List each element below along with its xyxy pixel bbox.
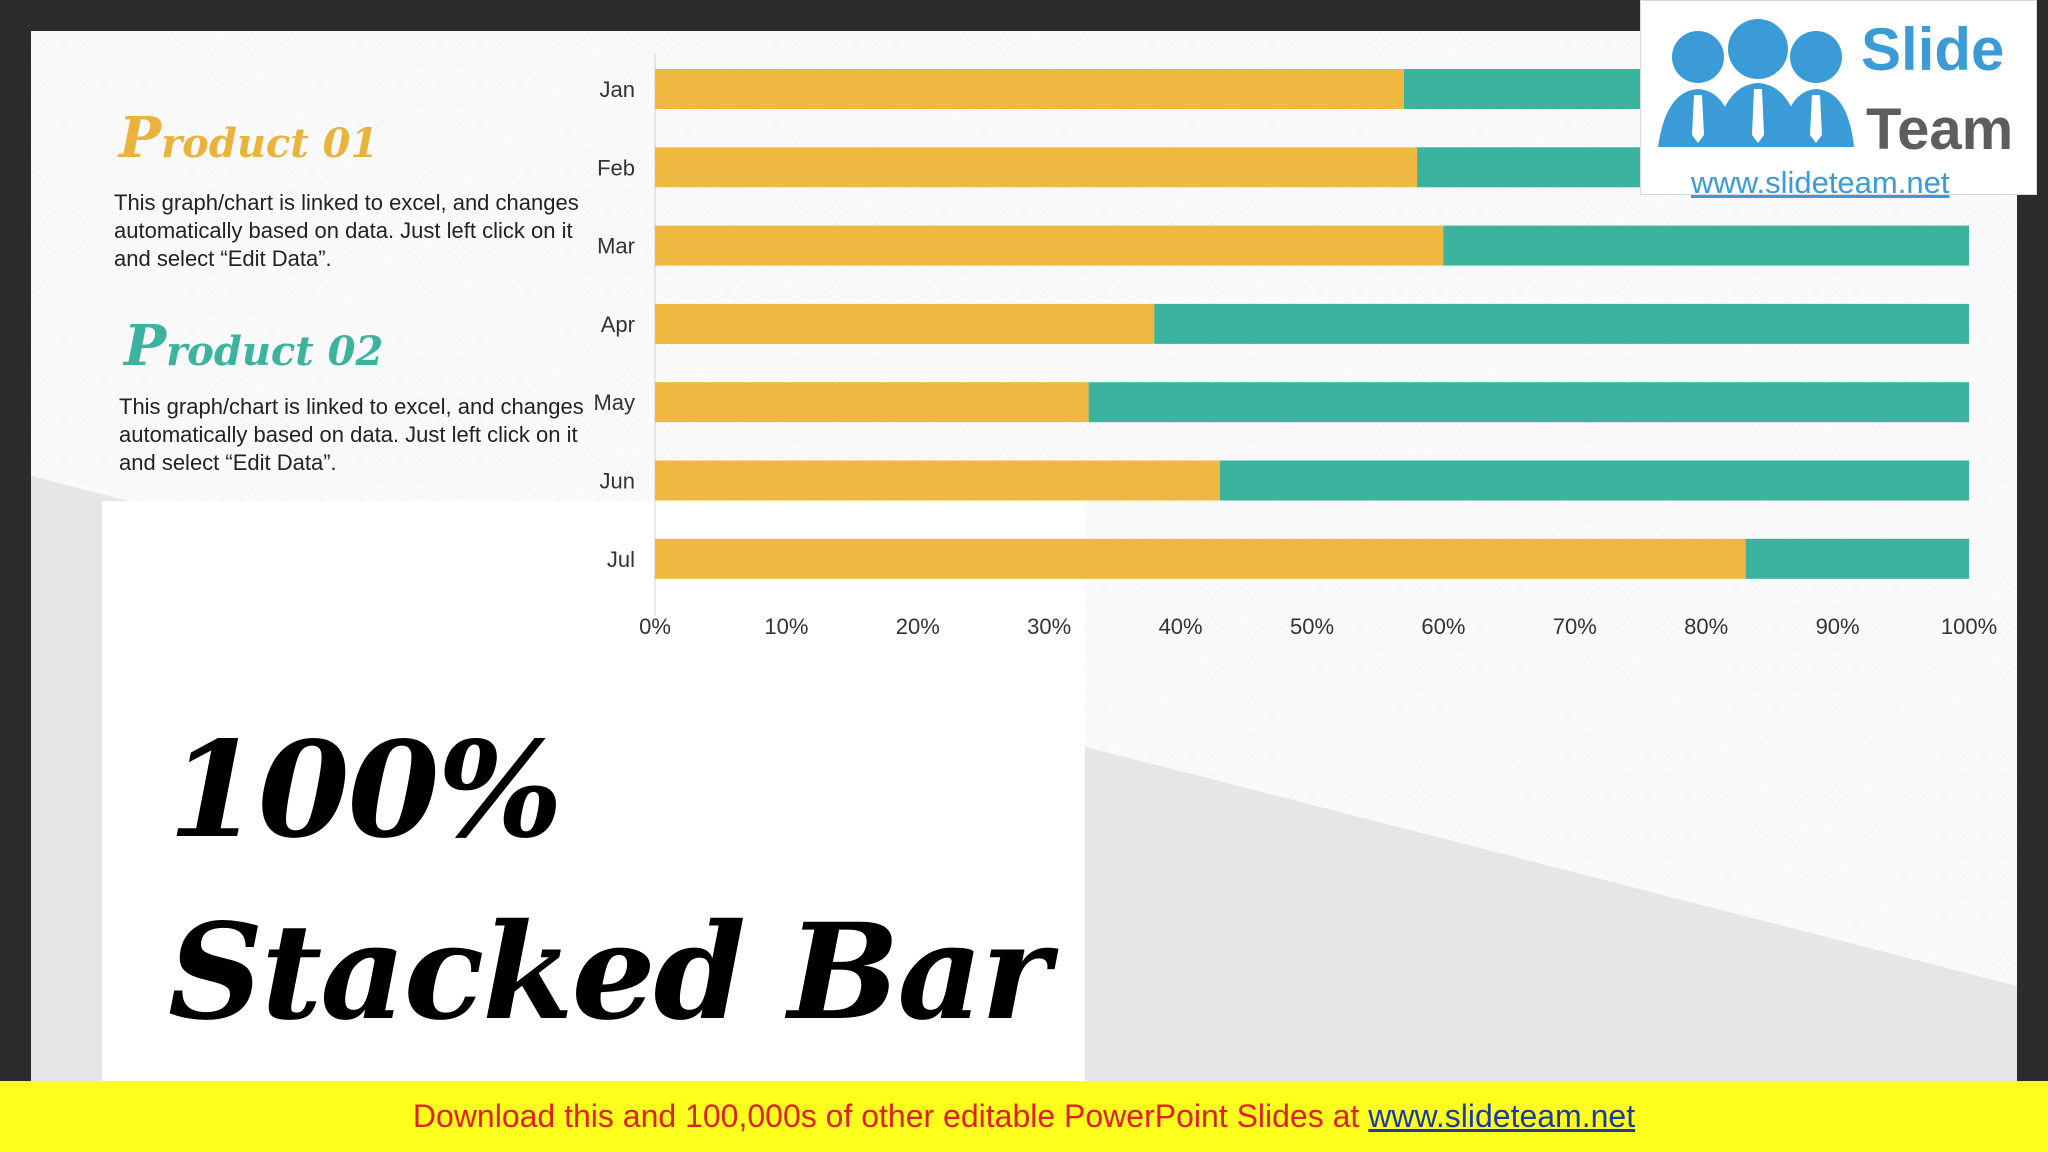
bar-apr-series-2 [1154, 303, 1969, 344]
logo-word-team: Team [1866, 97, 2014, 162]
bar-jul-series-2 [1745, 538, 1969, 579]
x-tick-label-8: 80% [1684, 614, 1728, 639]
category-label-jun: Jun [600, 469, 635, 494]
x-tick-label-9: 90% [1816, 614, 1860, 639]
category-label-feb: Feb [597, 155, 635, 180]
logo-word-slide: Slide [1861, 16, 2005, 83]
slide-title: 100% Stacked Bar [168, 700, 1068, 1064]
category-label-jan: Jan [600, 77, 635, 102]
x-tick-label-10: 100% [1941, 614, 1997, 639]
x-tick-label-2: 20% [896, 614, 940, 639]
product-02-description: This graph/chart is linked to excel, and… [119, 394, 584, 475]
bar-feb-series-1 [655, 147, 1418, 188]
stacked-bar-chart: Jan Feb Mar Apr May Jun Jul 0% 10% 20% 30% 40% 50% 60… [593, 53, 1997, 639]
download-banner-link[interactable]: www.slideteam.net [1368, 1098, 1636, 1134]
bar-mar-series-2 [1443, 225, 1969, 266]
bar-jun-series-1 [655, 460, 1221, 501]
x-tick-label-7: 70% [1553, 614, 1597, 639]
x-tick-label-1: 10% [764, 614, 808, 639]
bar-may-series-1 [655, 382, 1089, 423]
category-label-mar: Mar [597, 234, 635, 259]
slide-title-line2: Stacked Bar [168, 895, 1051, 1050]
logo-url-link[interactable]: www.slideteam.net [1691, 165, 1950, 200]
x-tick-label-0: 0% [639, 614, 671, 639]
download-banner-text: Download this and 100,000s of other edit… [412, 1098, 1360, 1134]
bar-jan-series-1 [655, 69, 1404, 109]
x-tick-label-5: 50% [1290, 614, 1334, 639]
x-tick-label-3: 30% [1027, 614, 1071, 639]
product-02-heading: Product 02 [124, 313, 384, 379]
category-label-apr: Apr [601, 312, 635, 337]
bar-mar-series-1 [655, 225, 1444, 266]
download-banner[interactable]: Download this and 100,000s of other edit… [0, 1081, 2048, 1152]
product-01-heading: Product 01 [119, 105, 379, 171]
bar-jun-series-2 [1220, 460, 1969, 501]
title-card [102, 501, 1085, 1081]
slide-canvas: Product 01 This graph/chart is linked to… [31, 31, 2017, 1081]
bar-may-series-2 [1088, 382, 1969, 423]
slide-title-line1: 100% [168, 713, 563, 868]
category-label-jul: Jul [607, 547, 635, 572]
slideteam-logo: Slide Team www.slideteam.net [1640, 0, 2037, 200]
category-label-may: May [593, 390, 635, 415]
people-icon [1658, 19, 1854, 147]
bar-apr-series-1 [655, 303, 1155, 344]
x-tick-label-4: 40% [1159, 614, 1203, 639]
bar-jul-series-1 [655, 538, 1746, 579]
product-01-description: This graph/chart is linked to excel, and… [114, 190, 579, 271]
x-tick-label-6: 60% [1421, 614, 1465, 639]
